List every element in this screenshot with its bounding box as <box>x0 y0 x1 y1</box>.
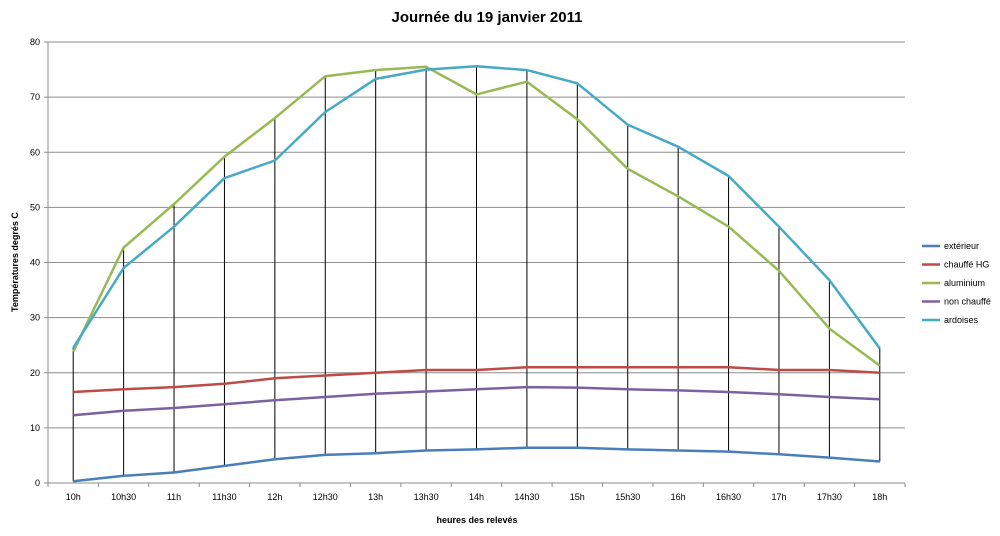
y-tick-label: 0 <box>35 478 40 488</box>
y-tick-label: 10 <box>30 423 40 433</box>
legend-label: extérieur <box>944 241 979 251</box>
x-tick-label: 11h <box>167 492 181 502</box>
y-tick-label: 30 <box>30 313 40 323</box>
legend-label: non chauffé <box>944 297 991 307</box>
y-tick-label: 70 <box>30 92 40 102</box>
x-tick-label: 13h <box>368 492 383 502</box>
x-tick-label: 16h30 <box>716 492 741 502</box>
chart-title: Journée du 19 janvier 2011 <box>392 9 583 26</box>
x-tick-label: 18h <box>872 492 887 502</box>
legend-label: aluminium <box>944 278 985 288</box>
x-tick-label: 10h30 <box>111 492 136 502</box>
y-tick-label: 50 <box>30 202 40 212</box>
series-line-chauffé-HG <box>73 365 880 394</box>
series-line-extérieur <box>73 446 880 483</box>
y-tick-label: 60 <box>30 147 40 157</box>
x-tick-label: 15h <box>570 492 585 502</box>
y-tick-label: 80 <box>30 37 40 47</box>
x-tick-label: 16h <box>671 492 686 502</box>
x-tick-label: 12h <box>267 492 282 502</box>
legend: extérieur chauffé HG aluminium non chauffé a… <box>922 241 991 325</box>
x-tick-label: 17h <box>771 492 786 502</box>
series-line-ardoises <box>72 65 881 350</box>
y-axis-label: Températures degrés C <box>10 212 20 312</box>
legend-label: chauffé HG <box>944 260 989 270</box>
x-tick-label: 15h30 <box>615 492 640 502</box>
x-tick-label: 11h30 <box>212 492 236 502</box>
y-tick-label: 20 <box>30 368 40 378</box>
x-tick-label: 13h30 <box>414 492 439 502</box>
x-tick-label: 14h30 <box>514 492 539 502</box>
x-tick-label: 14h <box>469 492 484 502</box>
legend-label: ardoises <box>944 315 979 325</box>
series-line-aluminium <box>72 65 881 367</box>
x-tick-label: 10h <box>66 492 81 502</box>
series-line-non-chauffé <box>73 385 880 417</box>
x-tick-label: 17h30 <box>817 492 842 502</box>
x-axis-label: heures des relevés <box>436 515 517 525</box>
y-tick-label: 40 <box>30 258 40 268</box>
x-tick-label: 12h30 <box>313 492 338 502</box>
